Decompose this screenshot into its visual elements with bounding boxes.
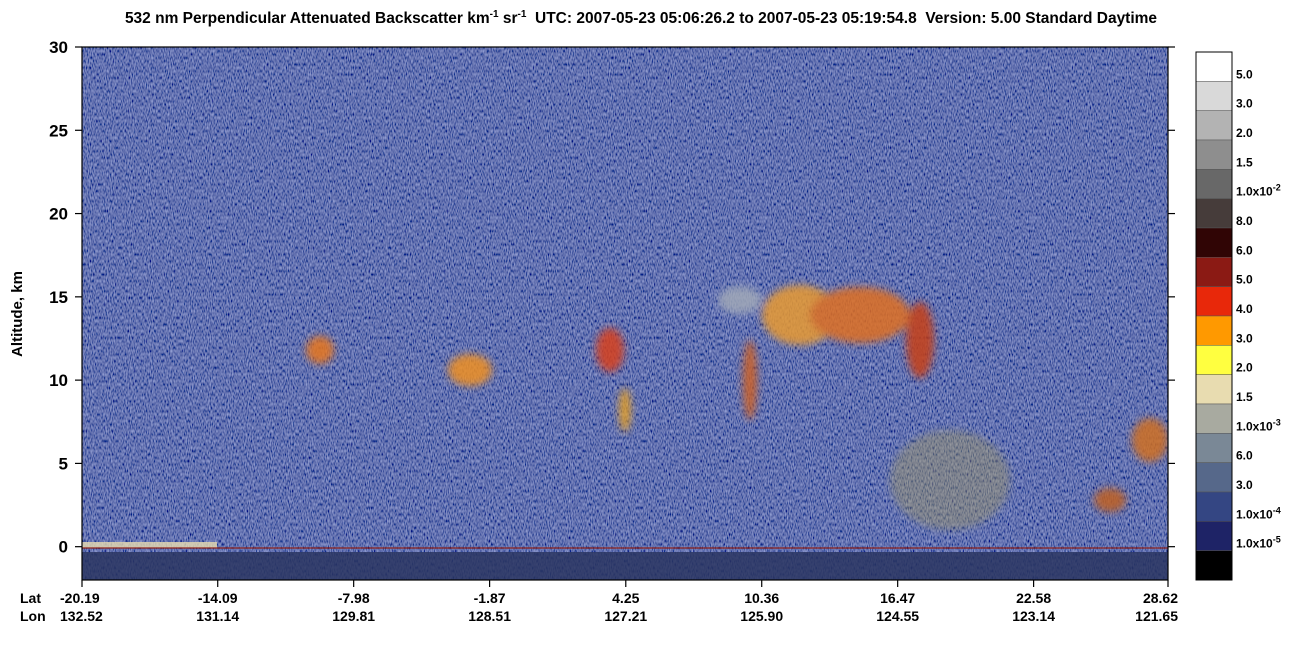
lat-label: 28.62 [1143,590,1178,606]
colorbar-label: 1.0x10-2 [1236,183,1281,199]
y-tick-label: 25 [49,121,68,140]
colorbar-box [1195,491,1233,522]
colorbar-label-exponent: -3 [1273,417,1281,427]
lon-label: 121.65 [1135,608,1178,624]
title-text: sr [499,10,518,27]
lon-label: 125.90 [740,608,783,624]
backscatter-curtain [82,47,1168,580]
title-superscript: -1 [490,9,499,20]
colorbar-box [1195,257,1233,287]
lon-label: 131.14 [196,608,239,624]
colorbar-label: 2.0 [1236,361,1253,375]
colorbar-label: 6.0 [1236,243,1253,257]
colorbar-label: 3.0 [1236,97,1253,111]
colorbar-box [1195,462,1233,493]
colorbar-box [1195,286,1233,317]
colorbar-box [1195,81,1233,111]
colorbar-label: 1.0x10-3 [1236,417,1281,433]
lon-label: 123.14 [1012,608,1055,624]
lat-label: -1.87 [474,590,506,606]
colorbar-box [1195,110,1233,141]
colorbar-label-exponent: -2 [1273,183,1281,193]
colorbar-label-base: 1.0x10 [1236,537,1273,551]
colorbar-label: 4.0 [1236,302,1253,316]
lat-label: -20.19 [60,590,100,606]
y-tick-label: 5 [59,454,68,473]
colorbar-label: 1.0x10-5 [1236,535,1281,551]
colorbar-label: 1.5 [1236,155,1253,169]
colorbar-box [1195,403,1233,434]
colorbar-label: 5.0 [1236,273,1253,287]
colorbar-box [1195,550,1233,581]
lat-label: -7.98 [338,590,370,606]
colorbar-frame [1195,51,1233,581]
lon-label: 124.55 [876,608,919,624]
colorbar-label: 5.0 [1236,67,1253,81]
lat-label: 16.47 [880,590,915,606]
colorbar-box [1195,169,1233,199]
title-text: UTC: 2007-05-23 05:06:26.2 to 2007-05-23… [526,10,1157,27]
colorbar-label: 1.5 [1236,390,1253,404]
colorbar-label-base: 1.0x10 [1236,185,1273,199]
colorbar-label-exponent: -4 [1273,505,1281,515]
y-tick-label: 15 [49,288,68,307]
lat-label: -14.09 [198,590,238,606]
colorbar-box [1195,227,1233,258]
colorbar-box [1195,433,1233,463]
lat-label: 4.25 [612,590,639,606]
y-axis-label: Altitude, km [9,271,26,357]
title-text: 532 nm Perpendicular Attenuated Backscat… [125,10,490,27]
colorbar-box [1195,521,1233,551]
x-row-label: Lon [20,608,46,624]
colorbar-label: 1.0x10-4 [1236,505,1281,521]
colorbar-box [1195,315,1233,346]
chart-title: 532 nm Perpendicular Attenuated Backscat… [125,9,1157,27]
y-tick-label: 10 [49,371,68,390]
lon-label: 127.21 [604,608,647,624]
y-tick-label: 30 [49,38,68,57]
colorbar-box [1195,51,1233,82]
lon-label: 132.52 [60,608,103,624]
y-tick-label: 0 [59,538,68,557]
plot-frame [81,46,1169,581]
colorbar-label: 2.0 [1236,126,1253,140]
colorbar-label: 3.0 [1236,478,1253,492]
colorbar-label: 6.0 [1236,449,1253,463]
lon-label: 128.51 [468,608,511,624]
lat-label: 10.36 [744,590,779,606]
y-tick-label: 20 [49,205,68,224]
colorbar-box [1195,198,1233,229]
lat-label: 22.58 [1016,590,1051,606]
colorbar-box [1195,374,1233,405]
colorbar-label: 3.0 [1236,331,1253,345]
colorbar-label-base: 1.0x10 [1236,507,1273,521]
title-superscript: -1 [518,9,527,20]
colorbar-box [1195,139,1233,170]
colorbar-label-exponent: -5 [1273,535,1281,545]
colorbar-label-base: 1.0x10 [1236,419,1273,433]
x-row-label: Lat [20,590,41,606]
lon-label: 129.81 [332,608,375,624]
colorbar-label: 8.0 [1236,214,1253,228]
colorbar-box [1195,345,1233,375]
